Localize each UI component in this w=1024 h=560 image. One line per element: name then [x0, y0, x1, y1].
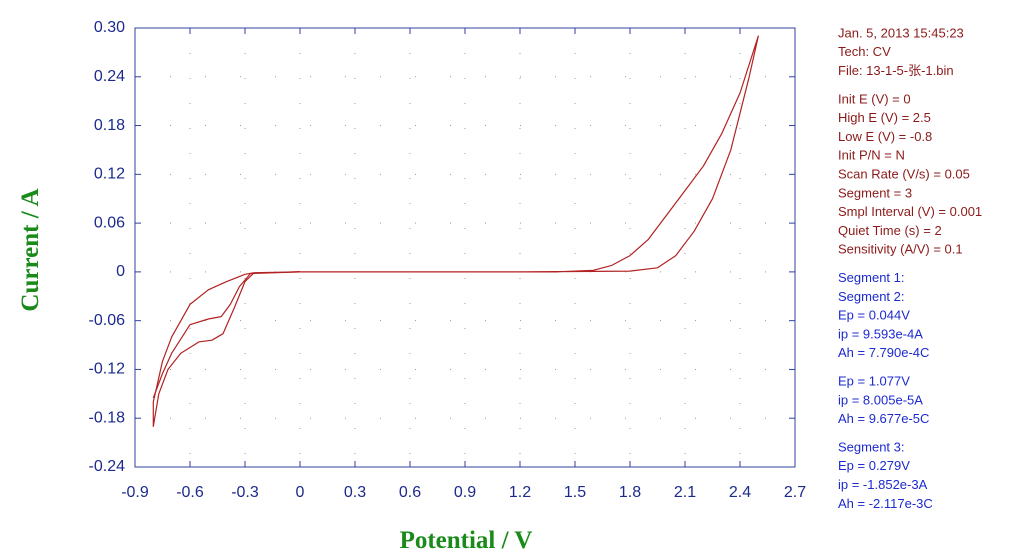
x-tick-label: 2.7 [784, 484, 806, 501]
cv-curve [152, 35, 759, 427]
y-tick-label: -0.12 [89, 361, 126, 378]
y-tick-label: -0.06 [89, 312, 126, 329]
info-line: Jan. 5, 2013 15:45:23 [838, 25, 964, 40]
x-tick-label: 1.8 [619, 484, 641, 501]
info-line: Tech: CV [838, 44, 891, 59]
x-tick-label: 2.1 [674, 484, 696, 501]
info-line: Segment 2: [838, 289, 905, 304]
info-line: Ep = 1.077V [838, 374, 910, 389]
info-line: Ah = 7.790e-4C [838, 345, 929, 360]
info-line: Segment 1: [838, 270, 905, 285]
x-tick-label: 0.9 [454, 484, 476, 501]
info-line: Sensitivity (A/V) = 0.1 [838, 242, 963, 257]
info-line: Init P/N = N [838, 148, 905, 163]
info-line: ip = 9.593e-4A [838, 326, 923, 341]
y-tick-label: 0 [116, 263, 125, 280]
x-tick-label: 0.3 [344, 484, 366, 501]
x-tick-label: 1.5 [564, 484, 586, 501]
info-line: Quiet Time (s) = 2 [838, 223, 942, 238]
info-line: Ep = 0.044V [838, 308, 910, 323]
info-line: Ep = 0.279V [838, 458, 910, 473]
info-line: Init E (V) = 0 [838, 91, 911, 106]
y-tick-label: 0.30 [94, 19, 125, 36]
info-line: ip = 8.005e-5A [838, 392, 923, 407]
y-axis-title: Current / A [17, 188, 44, 311]
info-line: ip = -1.852e-3A [838, 477, 928, 492]
info-line: Segment 3: [838, 439, 905, 454]
info-line: Segment = 3 [838, 185, 912, 200]
info-line: Smpl Interval (V) = 0.001 [838, 204, 982, 219]
x-tick-label: -0.9 [121, 484, 149, 501]
info-line: Scan Rate (V/s) = 0.05 [838, 167, 970, 182]
plot-frame [134, 27, 796, 468]
x-tick-label: 2.4 [729, 484, 751, 501]
y-tick-label: -0.18 [89, 409, 126, 426]
info-line: High E (V) = 2.5 [838, 110, 931, 125]
x-tick-label: 1.2 [509, 484, 531, 501]
y-tick-label: 0.06 [94, 214, 125, 231]
x-tick-label: 0 [296, 484, 305, 501]
x-tick-label: -0.6 [176, 484, 204, 501]
y-tick-label: 0.24 [94, 68, 125, 85]
y-tick-label: -0.24 [89, 458, 126, 475]
x-tick-label: 0.6 [399, 484, 421, 501]
info-line: File: 13-1-5-张-1.bin [838, 63, 954, 78]
x-tick-label: -0.3 [231, 484, 259, 501]
info-line: Ah = -2.117e-3C [838, 496, 933, 511]
y-tick-label: 0.18 [94, 117, 125, 134]
y-tick-label: 0.12 [94, 166, 125, 183]
info-line: Ah = 9.677e-5C [838, 411, 929, 426]
info-line: Low E (V) = -0.8 [838, 129, 932, 144]
x-axis-title: Potential / V [400, 527, 533, 554]
cv-curve [152, 271, 301, 399]
